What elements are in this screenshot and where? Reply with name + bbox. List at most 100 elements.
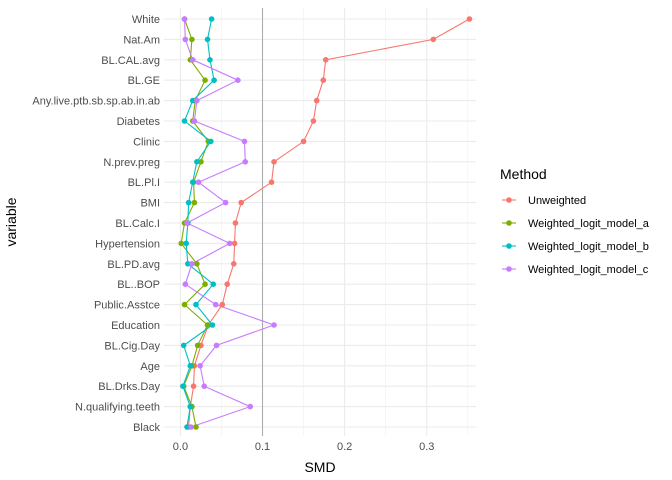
data-point [232, 220, 239, 226]
y-tick-label: Education [111, 320, 160, 332]
data-point [181, 16, 188, 22]
data-point [310, 118, 317, 124]
y-tick-label: BL..BOP [117, 279, 160, 291]
data-point [208, 16, 215, 22]
data-point [195, 179, 202, 185]
data-point [211, 77, 217, 83]
plot-area: White Nat.Am BL.CAL.avg BL.GE Any.live.ptb.s… [32, 8, 476, 453]
data-point [201, 383, 208, 390]
data-point [193, 301, 199, 308]
legend-key-point [506, 197, 512, 203]
y-tick-label: BL.Calc.I [115, 218, 160, 230]
legend-key-point [506, 243, 512, 249]
data-point [313, 97, 320, 104]
data-point [191, 199, 198, 206]
data-point [202, 77, 208, 83]
y-tick-label: Public.Asstce [94, 300, 160, 312]
data-point [207, 57, 213, 63]
data-point [185, 199, 192, 206]
y-tick-label: BL.PD.avg [107, 259, 160, 271]
legend: Method Unweighted Weighted_logit_model_a W… [500, 166, 650, 276]
data-point [187, 363, 194, 369]
data-point [182, 281, 189, 288]
data-point [189, 261, 195, 267]
data-point [194, 342, 201, 349]
y-tick-label: BL.GE [128, 75, 160, 87]
data-point [197, 363, 203, 369]
x-tick-label: 0.1 [255, 441, 270, 453]
legend-label: Weighted_logit_model_c [528, 264, 649, 276]
data-point [271, 322, 277, 328]
data-point [430, 36, 437, 43]
data-point [268, 179, 275, 185]
legend-key-point [506, 266, 512, 272]
data-point [202, 281, 208, 288]
y-tick-label: Nat.Am [123, 34, 160, 46]
legend-label: Weighted_logit_model_b [528, 241, 649, 253]
x-tick-label: 0.0 [173, 441, 188, 453]
data-point [230, 261, 237, 267]
data-point [212, 301, 219, 308]
data-point [241, 138, 248, 145]
data-point [187, 403, 194, 410]
y-tick-label: BMI [140, 198, 160, 210]
data-point [219, 301, 226, 308]
data-point [320, 77, 327, 83]
x-tick-label: 0.3 [419, 441, 434, 453]
data-point [180, 342, 187, 349]
data-point [247, 403, 254, 410]
data-point [191, 118, 198, 124]
data-point [189, 97, 196, 104]
y-tick-label: N.prev.preg [103, 157, 160, 169]
legend-label: Weighted_logit_model_a [528, 218, 650, 230]
data-point [242, 159, 249, 165]
y-tick-label: Any.live.ptb.sb.sp.ab.in.ab [32, 96, 160, 108]
y-tick-label: Clinic [133, 136, 160, 148]
data-point [238, 199, 244, 206]
data-point [210, 281, 217, 288]
data-point [189, 179, 196, 185]
data-point [222, 199, 229, 206]
data-point [300, 138, 307, 145]
data-point [322, 57, 329, 63]
x-axis-title: SMD [304, 459, 335, 475]
data-point [194, 159, 200, 165]
data-point [209, 322, 216, 328]
y-axis-title: variable [3, 197, 19, 246]
data-point [271, 159, 277, 165]
y-tick-label: N.qualifying.teeth [75, 402, 160, 414]
y-tick-label: White [132, 14, 160, 26]
data-point [224, 281, 231, 288]
y-tick-label: Black [133, 422, 160, 434]
data-point [178, 240, 185, 247]
data-point [198, 159, 204, 165]
y-tick-label: Age [140, 361, 160, 373]
data-point [181, 118, 188, 124]
y-tick-label: BL.Drks.Day [98, 381, 160, 393]
legend-title: Method [500, 166, 547, 182]
y-tick-label: BL.Pl.I [128, 177, 160, 189]
y-tick-label: Diabetes [117, 116, 161, 128]
legend-label: Unweighted [528, 195, 586, 207]
data-point [189, 57, 196, 63]
data-point [188, 424, 194, 430]
legend-key-point [506, 220, 512, 226]
data-point [466, 16, 473, 22]
data-point [235, 77, 241, 83]
data-point [208, 138, 214, 145]
data-point [213, 342, 220, 349]
data-point [184, 424, 190, 430]
data-point [189, 36, 195, 43]
data-point [194, 261, 200, 267]
data-point [204, 322, 211, 328]
data-point [185, 261, 191, 267]
data-point [184, 220, 190, 226]
data-point [182, 36, 189, 43]
data-point [231, 240, 238, 247]
data-point [226, 240, 233, 247]
data-point [180, 383, 186, 390]
data-point [194, 97, 200, 104]
y-tick-label: BL.CAL.avg [101, 55, 160, 67]
x-tick-label: 0.2 [337, 441, 352, 453]
